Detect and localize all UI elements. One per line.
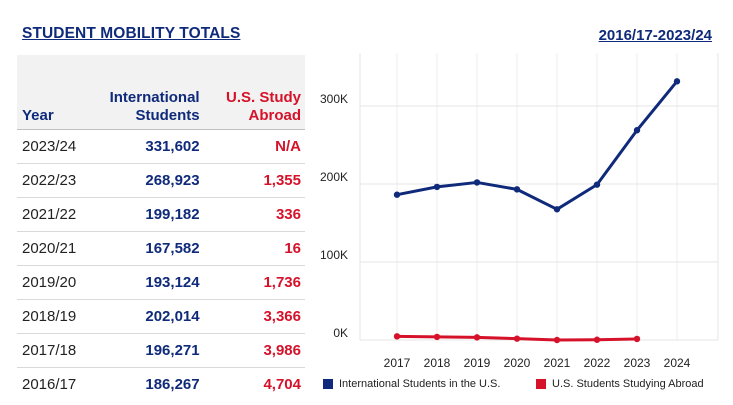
data-point-international bbox=[553, 206, 561, 213]
table-row: 2021/22 199,182 336 bbox=[17, 197, 305, 232]
cell-year: 2019/20 bbox=[17, 265, 82, 300]
data-point-international bbox=[593, 181, 601, 188]
table-row: 2017/18 196,271 3,986 bbox=[17, 333, 305, 368]
cell-international-students: 268,923 bbox=[81, 163, 204, 198]
data-point-us-abroad bbox=[553, 336, 561, 344]
data-point-us-abroad bbox=[433, 333, 441, 341]
data-point-us-abroad bbox=[633, 335, 641, 343]
data-point-us-abroad bbox=[513, 335, 521, 342]
cell-international-students: 199,182 bbox=[81, 197, 204, 232]
cell-international-students: 193,124 bbox=[81, 265, 204, 300]
legend-item-us-abroad: U.S. Students Studying Abroad bbox=[536, 378, 704, 390]
page-title: STUDENT MOBILITY TOTALS bbox=[22, 25, 241, 42]
header-international-students-label: International Students bbox=[109, 89, 200, 124]
cell-international-students: 167,582 bbox=[81, 231, 204, 266]
cell-us-study-abroad: N/A bbox=[203, 129, 305, 164]
x-tick-label: 2023 bbox=[624, 356, 651, 370]
x-tick-label: 2021 bbox=[544, 356, 571, 370]
x-tick-label: 2018 bbox=[424, 356, 451, 370]
y-tick-label: 300K bbox=[320, 92, 348, 106]
table-row: 2023/24 331,602 N/A bbox=[17, 129, 305, 164]
x-tick-label: 2022 bbox=[584, 356, 611, 370]
header-international-students: International Students bbox=[81, 55, 204, 130]
date-range-label: 2016/17-2023/24 bbox=[598, 27, 712, 44]
data-point-international bbox=[633, 127, 641, 134]
data-point-international bbox=[473, 179, 481, 186]
cell-us-study-abroad: 16 bbox=[203, 231, 305, 266]
cell-year: 2020/21 bbox=[17, 231, 82, 266]
legend-item-international: International Students in the U.S. bbox=[323, 378, 500, 390]
table-row: 2022/23 268,923 1,355 bbox=[17, 163, 305, 198]
x-tick-label: 2017 bbox=[384, 356, 411, 370]
table-header-row: Year International Students U.S. Study A… bbox=[17, 55, 305, 130]
table-row: 2020/21 167,582 16 bbox=[17, 231, 305, 266]
y-tick-label: 100K bbox=[320, 248, 348, 262]
y-tick-label: 0K bbox=[333, 326, 348, 340]
data-point-international bbox=[393, 191, 401, 198]
cell-us-study-abroad: 3,986 bbox=[203, 333, 305, 368]
table-row: 2016/17 186,267 4,704 bbox=[17, 367, 305, 401]
data-point-international bbox=[513, 186, 521, 193]
cell-year: 2018/19 bbox=[17, 299, 82, 334]
cell-year: 2023/24 bbox=[17, 129, 82, 164]
mobility-table: Year International Students U.S. Study A… bbox=[17, 55, 305, 401]
data-point-us-abroad bbox=[593, 336, 601, 343]
cell-international-students: 202,014 bbox=[81, 299, 204, 334]
table-row: 2019/20 193,124 1,736 bbox=[17, 265, 305, 300]
header-us-study-abroad: U.S. Study Abroad bbox=[203, 55, 305, 130]
cell-year: 2016/17 bbox=[17, 367, 82, 401]
y-tick-label: 200K bbox=[320, 170, 348, 184]
cell-us-study-abroad: 4,704 bbox=[203, 367, 305, 401]
cell-us-study-abroad: 3,366 bbox=[203, 299, 305, 334]
data-point-us-abroad bbox=[393, 333, 401, 340]
cell-international-students: 331,602 bbox=[81, 129, 204, 164]
cell-year: 2021/22 bbox=[17, 197, 82, 232]
legend-swatch-us-abroad bbox=[536, 379, 546, 389]
x-tick-label: 2020 bbox=[504, 356, 531, 370]
x-tick-label: 2024 bbox=[664, 356, 691, 370]
table-row: 2018/19 202,014 3,366 bbox=[17, 299, 305, 334]
x-tick-label: 2019 bbox=[464, 356, 491, 370]
header-us-study-abroad-label: U.S. Study Abroad bbox=[225, 89, 301, 124]
cell-us-study-abroad: 1,355 bbox=[203, 163, 305, 198]
cell-us-study-abroad: 1,736 bbox=[203, 265, 305, 300]
legend-swatch-international bbox=[323, 379, 333, 389]
data-point-us-abroad bbox=[473, 334, 481, 341]
cell-year: 2022/23 bbox=[17, 163, 82, 198]
cell-us-study-abroad: 336 bbox=[203, 197, 305, 232]
legend-label-international: International Students in the U.S. bbox=[339, 378, 501, 390]
header-year: Year bbox=[17, 55, 82, 130]
cell-year: 2017/18 bbox=[17, 333, 82, 368]
series-line-international bbox=[396, 80, 679, 211]
legend-label-us-abroad: U.S. Students Studying Abroad bbox=[552, 378, 704, 390]
mobility-line-chart: 0K 100K 200K 300K 2017 2018 2019 2020 2021 2022 20… bbox=[320, 53, 719, 370]
cell-international-students: 196,271 bbox=[81, 333, 204, 368]
data-point-international bbox=[433, 183, 441, 191]
data-point-international bbox=[673, 78, 681, 85]
cell-international-students: 186,267 bbox=[81, 367, 204, 401]
